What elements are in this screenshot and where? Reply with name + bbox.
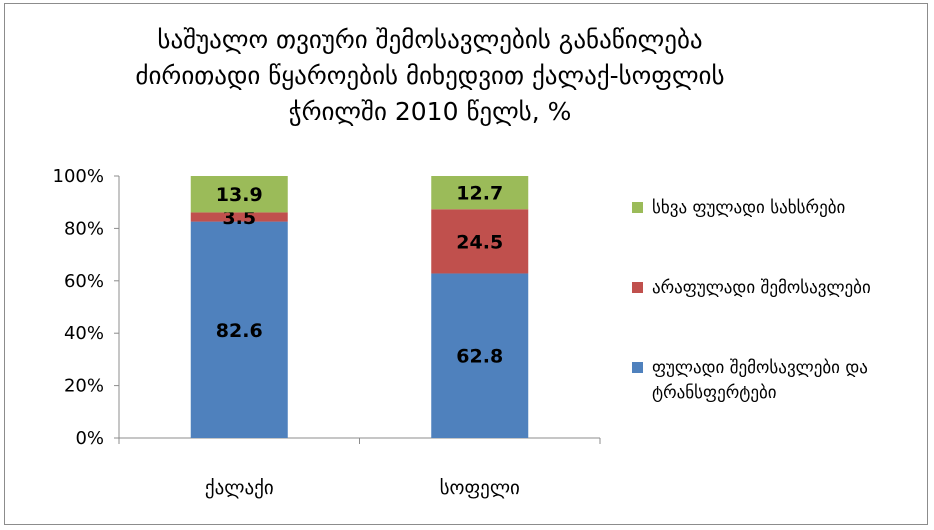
chart-title-line-1: საშუალო თვიური შემოსავლების განაწილება (157, 25, 703, 54)
chart-title-line-3: ჭრილში 2010 წელს, % (288, 97, 572, 126)
data-label: 62.8 (456, 346, 503, 368)
data-label: 12.7 (456, 183, 503, 205)
data-label: 82.6 (216, 320, 263, 342)
legend-swatch-non-cash (632, 282, 643, 293)
legend-label-other-cash: სხვა ფულადი სახსრები (652, 198, 846, 218)
bar-segment (190, 212, 288, 222)
y-tick-label: 100% (53, 166, 104, 187)
y-tick-label: 20% (64, 376, 104, 397)
y-tick-label: 40% (64, 323, 104, 344)
category-label: სოფელი (440, 477, 520, 499)
bar-segment (190, 176, 288, 213)
y-tick-label: 80% (64, 218, 104, 239)
bar-segment (431, 176, 529, 210)
bar-segment (431, 209, 529, 274)
bar-segment (431, 273, 529, 438)
chart-title-line-2: ძირითადი წყაროების მიხედვით ქალაქ-სოფლის (135, 61, 725, 90)
chart-title: საშუალო თვიური შემოსავლების განაწილება ძ… (60, 22, 800, 130)
legend-label-non-cash: არაფულადი შემოსავლები (652, 278, 871, 298)
category-label: ქალაქი (205, 477, 274, 499)
legend-label-cash-income: ფულადი შემოსავლები და ტრანსფერტები (652, 358, 868, 403)
data-label: 13.9 (216, 184, 263, 206)
data-label: 3.5 (222, 207, 256, 229)
bar-segment (190, 221, 288, 438)
y-tick-label: 0% (75, 428, 104, 449)
legend-swatch-cash-income (632, 362, 643, 373)
data-label: 24.5 (456, 231, 503, 253)
y-tick-label: 60% (64, 271, 104, 292)
legend-swatch-other-cash (632, 202, 643, 213)
